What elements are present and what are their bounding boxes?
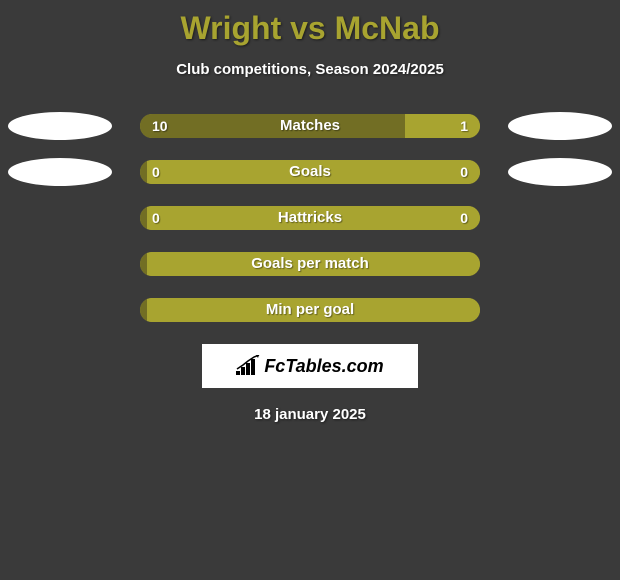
bar-segment-right: [147, 252, 480, 276]
bar-segment-right: [147, 206, 480, 230]
player-avatar-right: [508, 112, 612, 140]
value-left: 10: [152, 114, 168, 138]
bar-wrap: [140, 206, 480, 230]
page-title: Wright vs McNab: [0, 0, 620, 47]
comparison-rows: 101Matches00Goals00HattricksGoals per ma…: [0, 114, 620, 322]
bar-segment-right: [147, 298, 480, 322]
footer-date: 18 january 2025: [0, 406, 620, 423]
player-avatar-left: [8, 158, 112, 186]
brand-box: FcTables.com: [202, 344, 418, 388]
comparison-row: 00Hattricks: [0, 206, 620, 230]
bar-wrap: [140, 114, 480, 138]
comparison-row: Min per goal: [0, 298, 620, 322]
comparison-row: 00Goals: [0, 160, 620, 184]
value-right: 0: [460, 160, 468, 184]
bar-segment-left: [140, 206, 147, 230]
brand-inner: FcTables.com: [236, 355, 383, 377]
value-left: 0: [152, 160, 160, 184]
bar-segment-left: [140, 252, 147, 276]
player-avatar-left: [8, 112, 112, 140]
bar-segment-right: [147, 160, 480, 184]
bar-segment-left: [140, 160, 147, 184]
page-subtitle: Club competitions, Season 2024/2025: [0, 61, 620, 78]
player-avatar-right: [508, 158, 612, 186]
bar-segment-left: [140, 114, 405, 138]
bar-segment-left: [140, 298, 147, 322]
value-right: 0: [460, 206, 468, 230]
value-right: 1: [460, 114, 468, 138]
bar-wrap: [140, 298, 480, 322]
bar-wrap: [140, 252, 480, 276]
brand-text: FcTables.com: [264, 356, 383, 377]
comparison-row: Goals per match: [0, 252, 620, 276]
comparison-row: 101Matches: [0, 114, 620, 138]
value-left: 0: [152, 206, 160, 230]
bars-ascending-icon: [236, 355, 262, 377]
bar-wrap: [140, 160, 480, 184]
bar-segment-right: [405, 114, 480, 138]
